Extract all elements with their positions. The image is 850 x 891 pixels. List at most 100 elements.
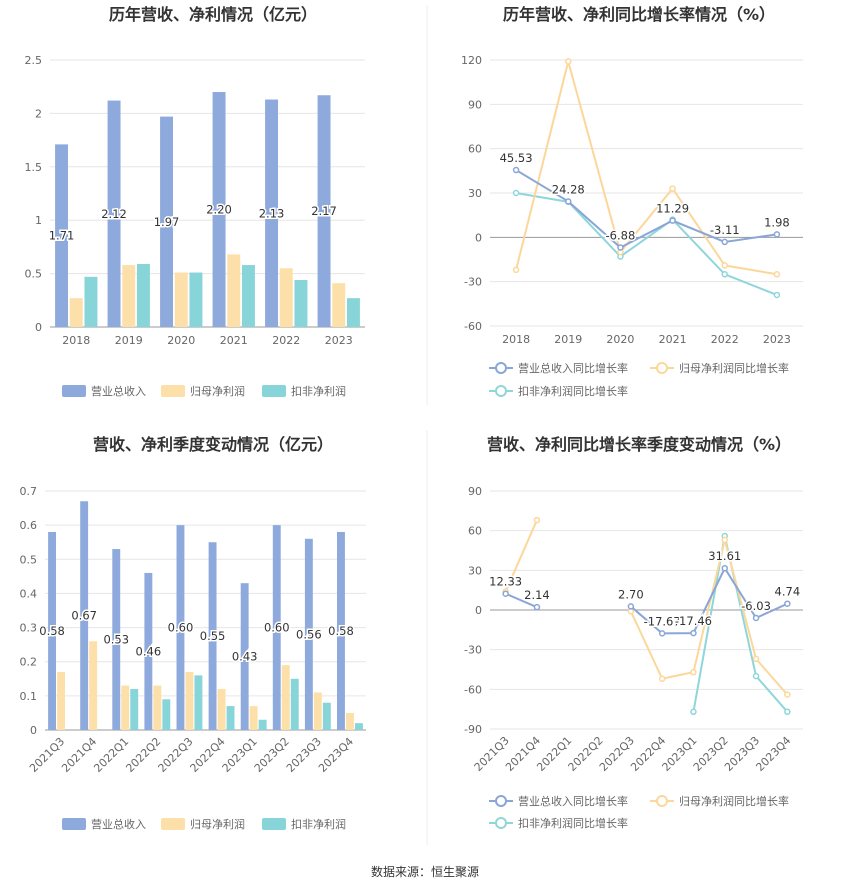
- bar-data-label: 2.20: [206, 203, 232, 217]
- line-point: [721, 262, 728, 269]
- x-tick-label: 2022: [272, 334, 300, 347]
- legend-label: 归母净利润: [190, 384, 245, 398]
- legend-marker: [495, 385, 507, 397]
- line-point: [721, 536, 728, 544]
- bar-deducted-profit: [322, 702, 331, 730]
- bar-revenue: [112, 549, 121, 730]
- line-series-revenue: [630, 566, 788, 635]
- bar-deducted-profit: [162, 699, 171, 730]
- bar-net-profit: [174, 272, 188, 327]
- bar-data-label: 1.71: [49, 229, 75, 243]
- line-point: [512, 189, 520, 197]
- bar-data-label: 0.67: [71, 609, 97, 623]
- x-tick-label: 2018: [62, 334, 90, 347]
- legend-swatch: [262, 385, 286, 397]
- line-point: [690, 708, 697, 716]
- line-data-label: -6.03: [741, 599, 771, 613]
- line-series-deducted-profit: [692, 535, 789, 713]
- legend-marker: [495, 362, 507, 374]
- line-point: [512, 166, 520, 174]
- line-data-label: 2.70: [618, 587, 644, 601]
- line-point: [690, 668, 697, 676]
- bar-revenue: [80, 501, 89, 730]
- line-point: [752, 672, 760, 680]
- line-point: [784, 600, 791, 607]
- line-series-revenue: [515, 169, 778, 249]
- x-tick-label: 2020: [167, 334, 195, 347]
- bar-net-profit: [185, 671, 194, 730]
- bar-deducted-profit: [189, 272, 203, 327]
- y-tick-label: 0.6: [20, 519, 38, 532]
- bar-data-label: 2.13: [259, 206, 285, 220]
- legend-swatch: [161, 385, 185, 397]
- line-series-revenue: [505, 592, 538, 609]
- x-tick-label: 2023: [325, 334, 353, 347]
- legend-label: 归母净利润同比增长率: [679, 794, 789, 808]
- legend-swatch: [262, 818, 286, 830]
- y-tick-label: 90: [468, 98, 482, 111]
- quarterly-revenue-profit-chart: 营收、净利季度变动情况（亿元） 0 0.1 0.2 0.3 0.4 0.5 0.6 0.7 202…: [20, 435, 366, 831]
- bar-deducted-profit: [136, 263, 150, 327]
- y-tick-label: 0.4: [20, 587, 38, 600]
- line-point: [565, 198, 572, 205]
- bar-data-label: 0.55: [200, 629, 226, 643]
- bar-net-profit: [313, 692, 322, 730]
- bar-deducted-profit: [84, 276, 98, 327]
- line-data-label: 31.61: [708, 549, 741, 563]
- line-point: [784, 691, 791, 698]
- bar-data-label: 0.56: [296, 627, 322, 641]
- chart-title: 历年营收、净利情况（亿元）: [109, 5, 317, 24]
- y-tick-label: 0.5: [25, 268, 43, 281]
- y-tick-label: 0.1: [20, 690, 38, 703]
- y-tick-label: 2: [35, 107, 42, 120]
- line-point: [773, 291, 781, 299]
- line-point: [565, 58, 572, 65]
- line-series-deducted-profit: [515, 192, 778, 296]
- y-tick-label: 0: [35, 321, 42, 334]
- chart-title: 历年营收、净利同比增长率情况（%）: [503, 5, 775, 24]
- line-data-label: 2.14: [524, 588, 550, 602]
- x-tick-label: 2020: [606, 333, 634, 346]
- line-point: [669, 217, 676, 224]
- line-point: [721, 271, 728, 278]
- bar-revenue: [48, 531, 57, 730]
- bar-revenue: [337, 531, 345, 730]
- legend-label: 营业总收入同比增长率: [518, 794, 628, 808]
- bar-deducted-profit: [226, 706, 235, 730]
- line-point: [721, 238, 728, 246]
- legend-label: 营业总收入: [91, 817, 146, 831]
- bar-net-profit: [345, 712, 354, 730]
- legend-label: 扣非净利润同比增长率: [518, 384, 628, 398]
- annual-revenue-profit-chart: 历年营收、净利情况（亿元） 0 0.5 1 1.5 2 2.5 2018 2019 2020 202…: [25, 5, 365, 398]
- y-tick-label: 0.7: [20, 485, 38, 498]
- line-data-label: 1.98: [764, 215, 790, 229]
- legend-label: 扣非净利润: [291, 817, 346, 831]
- bar-deducted-profit: [194, 675, 203, 730]
- annual-growth-rate-chart: 历年营收、净利同比增长率情况（%） -60 -30 0 30 60 90 120 2018 201…: [461, 5, 803, 398]
- bar-data-label: 0.43: [232, 650, 258, 664]
- line-data-label: 11.29: [656, 202, 689, 216]
- bar-net-profit: [281, 665, 290, 730]
- legend-swatch: [62, 385, 86, 397]
- bar-net-profit: [279, 268, 293, 327]
- line-point: [533, 516, 541, 524]
- line-data-label: -17.46: [675, 614, 712, 628]
- x-tick-label: 2019: [115, 334, 143, 347]
- bar-data-label: 2.12: [101, 207, 127, 221]
- line-point: [752, 614, 760, 622]
- y-tick-label: 60: [468, 143, 482, 156]
- y-tick-label: 30: [468, 187, 482, 200]
- line-data-label: 24.28: [552, 182, 585, 196]
- bar-data-label: 1.97: [154, 215, 180, 229]
- line-series-net-profit: [629, 539, 789, 696]
- y-tick-label: 2.5: [25, 54, 43, 67]
- chart-title: 营收、净利季度变动情况（亿元）: [93, 435, 333, 454]
- bar-net-profit: [69, 298, 83, 327]
- line-series-net-profit: [515, 57, 778, 276]
- y-tick-label: 90: [468, 485, 482, 498]
- line-data-label: 45.53: [500, 151, 533, 165]
- bar-data-label: 0.46: [136, 644, 162, 658]
- y-tick-label: 0.2: [20, 656, 38, 669]
- y-tick-label: 30: [468, 564, 482, 577]
